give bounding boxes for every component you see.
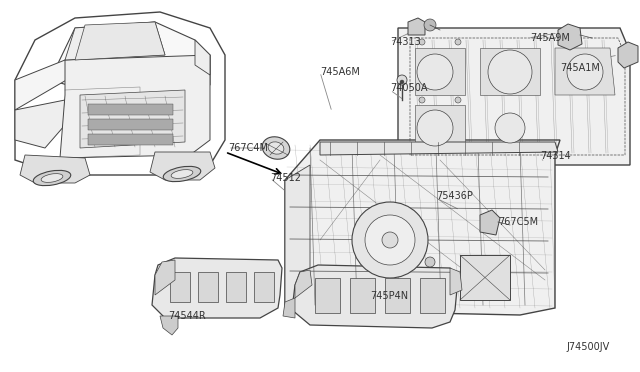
Polygon shape: [150, 152, 215, 180]
Polygon shape: [160, 316, 178, 335]
Polygon shape: [555, 48, 615, 95]
Circle shape: [397, 75, 407, 85]
Polygon shape: [20, 155, 90, 183]
Polygon shape: [50, 22, 210, 90]
Circle shape: [419, 39, 425, 45]
Text: 74544R: 74544R: [168, 311, 205, 321]
Ellipse shape: [262, 137, 290, 159]
Circle shape: [488, 50, 532, 94]
Circle shape: [352, 202, 428, 278]
Polygon shape: [292, 265, 458, 328]
Polygon shape: [460, 255, 510, 300]
Text: 75436P: 75436P: [436, 191, 473, 201]
Text: 745A9M: 745A9M: [530, 33, 570, 43]
Circle shape: [567, 54, 603, 90]
Polygon shape: [15, 12, 225, 175]
Polygon shape: [295, 270, 312, 298]
Ellipse shape: [163, 166, 201, 182]
Polygon shape: [285, 165, 310, 305]
Polygon shape: [65, 22, 165, 60]
Polygon shape: [408, 18, 425, 35]
Polygon shape: [480, 210, 500, 235]
Circle shape: [400, 80, 404, 84]
Polygon shape: [155, 260, 175, 295]
FancyBboxPatch shape: [88, 134, 173, 145]
FancyBboxPatch shape: [198, 272, 218, 302]
FancyBboxPatch shape: [254, 272, 274, 302]
Polygon shape: [80, 90, 185, 148]
Polygon shape: [285, 140, 560, 315]
Polygon shape: [480, 48, 540, 95]
Ellipse shape: [171, 170, 193, 179]
Polygon shape: [415, 105, 465, 148]
Circle shape: [425, 257, 435, 267]
Polygon shape: [283, 298, 295, 318]
FancyBboxPatch shape: [88, 104, 173, 115]
Text: 745A1M: 745A1M: [560, 63, 600, 73]
Polygon shape: [450, 268, 462, 295]
Polygon shape: [398, 28, 630, 165]
Text: 767C5M: 767C5M: [498, 217, 538, 227]
Text: 767C4M: 767C4M: [228, 143, 268, 153]
Text: 74314: 74314: [540, 151, 571, 161]
FancyBboxPatch shape: [170, 272, 190, 302]
FancyBboxPatch shape: [315, 278, 340, 313]
Text: 74313: 74313: [390, 37, 420, 47]
Polygon shape: [152, 258, 282, 318]
Polygon shape: [415, 48, 465, 95]
Polygon shape: [320, 142, 558, 155]
Text: 74050A: 74050A: [390, 83, 428, 93]
Circle shape: [455, 39, 461, 45]
Circle shape: [417, 110, 453, 146]
Text: 745P4N: 745P4N: [370, 291, 408, 301]
Polygon shape: [618, 42, 638, 68]
Circle shape: [455, 97, 461, 103]
Circle shape: [419, 97, 425, 103]
Ellipse shape: [33, 170, 71, 186]
Circle shape: [365, 215, 415, 265]
Polygon shape: [195, 40, 210, 75]
FancyBboxPatch shape: [420, 278, 445, 313]
Polygon shape: [75, 22, 165, 60]
Polygon shape: [15, 100, 65, 148]
Ellipse shape: [41, 174, 63, 182]
Circle shape: [382, 232, 398, 248]
Polygon shape: [558, 24, 582, 50]
FancyBboxPatch shape: [385, 278, 410, 313]
Circle shape: [417, 54, 453, 90]
FancyBboxPatch shape: [350, 278, 375, 313]
Circle shape: [495, 113, 525, 143]
Text: J74500JV: J74500JV: [567, 342, 610, 352]
Polygon shape: [15, 60, 75, 110]
Text: 74512: 74512: [270, 173, 301, 183]
Text: 745A6M: 745A6M: [320, 67, 360, 77]
Polygon shape: [60, 55, 210, 158]
FancyBboxPatch shape: [226, 272, 246, 302]
Ellipse shape: [268, 142, 284, 154]
FancyBboxPatch shape: [88, 119, 173, 130]
Circle shape: [424, 19, 436, 31]
